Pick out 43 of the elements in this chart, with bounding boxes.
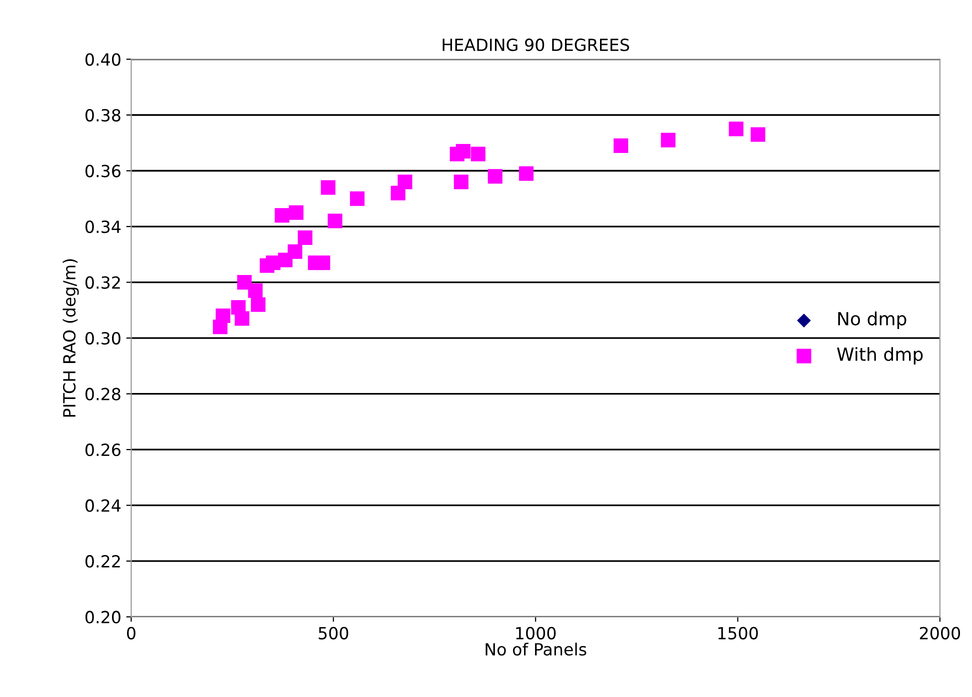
y-tick-label: 0.24 — [85, 499, 121, 512]
point — [216, 308, 230, 324]
x-tick-label: 500 — [318, 626, 348, 640]
point — [288, 205, 304, 220]
point — [288, 244, 302, 259]
y-tick-label: 0.20 — [85, 610, 120, 624]
point — [328, 214, 342, 228]
y-tick-label: 0.28 — [85, 388, 120, 400]
point — [274, 208, 290, 223]
point — [454, 174, 468, 190]
legend-label: No dmp — [838, 312, 906, 330]
point — [298, 230, 312, 245]
y-tick-label: 0.40 — [85, 53, 120, 66]
y-tick-label: 0.32 — [85, 276, 120, 289]
point — [316, 255, 330, 270]
point — [456, 144, 470, 159]
point — [234, 311, 250, 326]
point — [660, 132, 676, 148]
y-tick-label: 0.38 — [85, 108, 120, 122]
x-axis-title: No of Panels — [486, 642, 586, 656]
y-tick-label: 0.34 — [85, 220, 121, 234]
x-tick-label: 2000 — [920, 626, 960, 640]
y-tick-label: 0.30 — [85, 332, 120, 345]
point — [398, 174, 412, 190]
y-axis-title: PITCH RAO (deg/m) — [62, 259, 79, 417]
y-tick-label: 0.26 — [85, 444, 120, 456]
x-tick-label: 0 — [127, 626, 136, 640]
point — [350, 191, 365, 206]
point — [614, 138, 628, 153]
point — [237, 275, 252, 290]
legend-label: With dmp — [837, 347, 923, 365]
x-tick-label: 1500 — [718, 626, 758, 640]
point — [488, 169, 502, 184]
x-tick-label: 1000 — [516, 626, 556, 640]
point — [518, 166, 534, 181]
point — [250, 297, 266, 312]
y-tick-label: 0.36 — [85, 164, 120, 178]
point — [728, 122, 744, 136]
chart-title: HEADING 90 DEGREES — [442, 38, 630, 52]
point — [470, 146, 486, 162]
y-tick-label: 0.22 — [85, 555, 120, 568]
point — [320, 180, 336, 195]
point — [750, 127, 766, 142]
